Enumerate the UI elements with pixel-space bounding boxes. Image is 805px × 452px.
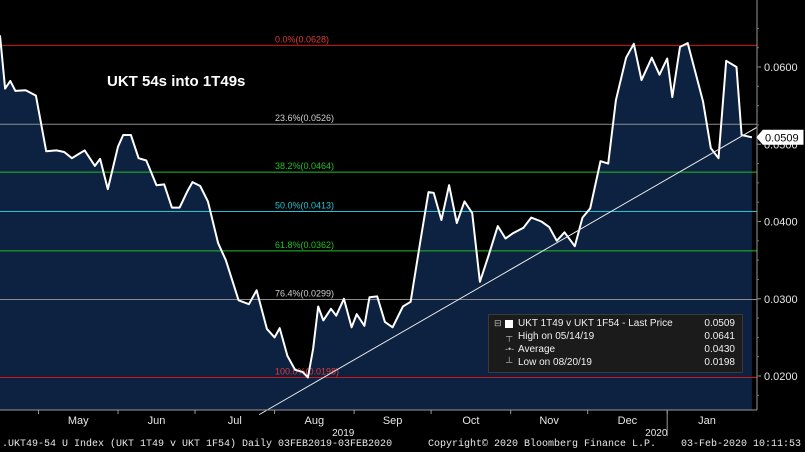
fib-level-label: 38.2%(0.0464) — [275, 161, 334, 171]
last-price-marker — [756, 129, 804, 145]
fib-level-label: 61.8%(0.0362) — [275, 240, 334, 250]
x-tick-label: Jun — [148, 415, 166, 427]
legend-label: Average — [518, 344, 556, 355]
footer-copyright: Copyright© 2020 Bloomberg Finance L.P. — [428, 439, 657, 450]
x-tick-label: Sep — [383, 415, 403, 427]
fib-level-label: 76.4%(0.0299) — [275, 289, 334, 299]
x-tick-label: Dec — [618, 415, 638, 427]
legend-label: UKT 1T49 v UKT 1F54 - Last Price — [518, 318, 673, 329]
x-tick-label: May — [68, 415, 89, 427]
legend-box[interactable]: ⊟ UKT 1T49 v UKT 1F54 - Last Price 0.050… — [488, 314, 743, 373]
legend-value: 0.0509 — [704, 318, 735, 329]
footer-ticker: .UKT49-54 U Index (UKT 1T49 v UKT 1F54) … — [2, 439, 393, 450]
footer-timestamp: 03-Feb-2020 10:11:53 — [680, 439, 801, 450]
y-tick-label: 0.0200 — [764, 371, 798, 383]
legend-label: High on 05/14/19 — [518, 331, 595, 342]
legend-row-average: -•- Average 0.0430 — [505, 344, 735, 355]
fib-level-label: 50.0%(0.0413) — [275, 201, 334, 211]
trendline — [258, 126, 758, 416]
last-price-label: 0.0509 — [765, 132, 799, 144]
legend-label: Low on 08/20/19 — [518, 357, 592, 368]
chart-title: UKT 54s into 1T49s — [107, 73, 246, 90]
y-tick-label: 0.0300 — [764, 294, 798, 306]
fib-level-label: 100.0%(0.0198) — [275, 367, 339, 377]
legend-row-low: ┴ Low on 08/20/19 0.0198 — [506, 357, 735, 368]
legend-swatch — [505, 320, 513, 328]
legend-value: 0.0641 — [704, 331, 735, 342]
y-tick-label: 0.0400 — [764, 217, 798, 229]
y-tick-label: 0.0600 — [764, 62, 798, 74]
x-tick-label: Jul — [228, 415, 242, 427]
legend-value: 0.0430 — [704, 344, 735, 355]
x-tick-label: Jan — [698, 415, 716, 427]
legend-value: 0.0198 — [704, 357, 735, 368]
x-year-label: 2019 — [332, 428, 355, 439]
series-line — [0, 35, 753, 379]
footer-bar: .UKT49-54 U Index (UKT 1T49 v UKT 1F54) … — [0, 438, 805, 452]
x-tick-label: Aug — [305, 415, 325, 427]
x-tick-label: Oct — [462, 415, 479, 427]
fib-level-label: 23.6%(0.0526) — [275, 113, 334, 123]
x-year-label: 2020 — [645, 428, 668, 439]
fib-level-label: 0.0%(0.0628) — [275, 34, 329, 44]
legend-row-high: ┬ High on 05/14/19 0.0641 — [506, 331, 735, 342]
legend-row-last-price: ⊟ UKT 1T49 v UKT 1F54 - Last Price 0.050… — [494, 318, 735, 329]
x-tick-label: Nov — [539, 415, 559, 427]
